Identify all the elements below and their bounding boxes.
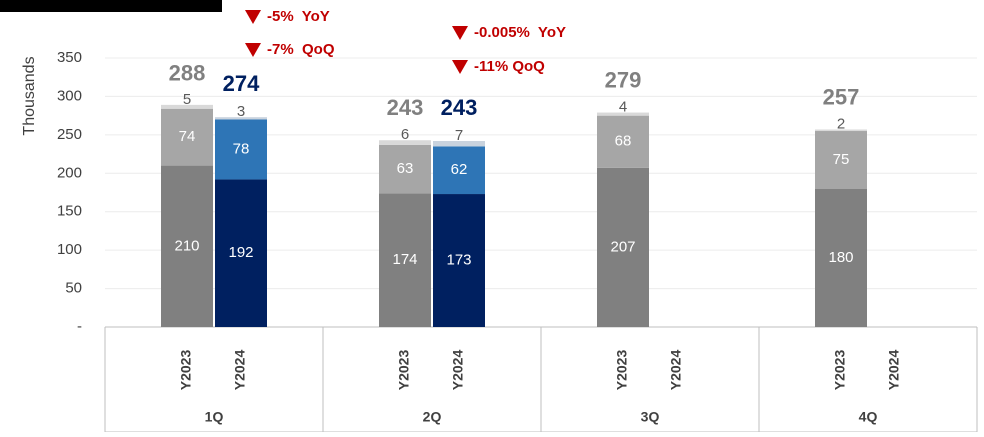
bar-segment bbox=[161, 165, 213, 327]
bar-segment bbox=[433, 141, 485, 147]
data-label: 173 bbox=[446, 251, 471, 268]
down-triangle bbox=[452, 26, 468, 40]
annotation: -5% YoY bbox=[267, 8, 330, 25]
data-label: 7 bbox=[455, 127, 463, 144]
bar-segment bbox=[379, 144, 431, 194]
total-label: 279 bbox=[605, 67, 642, 92]
x-tick-label: Y2023 bbox=[832, 350, 848, 391]
bar-segment bbox=[215, 117, 267, 120]
y-tick-label: 100 bbox=[57, 241, 82, 258]
y-tick-label: 300 bbox=[57, 87, 82, 104]
down-triangle bbox=[452, 60, 468, 74]
data-label: 207 bbox=[610, 238, 635, 255]
bar-segment bbox=[597, 115, 649, 168]
total-label: 288 bbox=[169, 60, 206, 85]
bar-segment bbox=[597, 112, 649, 116]
x-tick-label: Y2024 bbox=[886, 350, 902, 391]
x-tick-label: Y2024 bbox=[668, 350, 684, 391]
data-label: 3 bbox=[237, 103, 245, 120]
data-label: 180 bbox=[828, 249, 853, 266]
annotation: -7% QoQ bbox=[267, 41, 335, 58]
group-label: 1Q bbox=[205, 409, 224, 425]
bar-segment bbox=[215, 179, 267, 327]
group-label: 3Q bbox=[641, 409, 660, 425]
annotation: -0.005% YoY bbox=[474, 24, 566, 41]
bar-segment bbox=[815, 131, 867, 189]
group-label: 4Q bbox=[859, 409, 878, 425]
y-tick-label: 50 bbox=[65, 280, 82, 297]
data-label: 63 bbox=[397, 160, 414, 177]
data-label: 6 bbox=[401, 126, 409, 143]
data-label: 74 bbox=[179, 128, 196, 145]
total-label: 274 bbox=[223, 71, 260, 96]
bar-segment bbox=[433, 194, 485, 327]
total-label: 243 bbox=[441, 95, 478, 120]
bar-segment bbox=[161, 108, 213, 166]
x-tick-label: Y2024 bbox=[232, 350, 248, 391]
bar-segment bbox=[433, 146, 485, 195]
bar-segment bbox=[379, 193, 431, 327]
data-label: 174 bbox=[392, 251, 417, 268]
total-label: 257 bbox=[823, 84, 860, 109]
x-tick-label: Y2024 bbox=[450, 350, 466, 391]
y-tick-label: 200 bbox=[57, 164, 82, 181]
y-tick-label: 150 bbox=[57, 203, 82, 220]
data-label: 75 bbox=[833, 151, 850, 168]
bar-segment bbox=[815, 188, 867, 327]
data-label: 78 bbox=[233, 140, 250, 157]
redacted-box bbox=[0, 0, 222, 12]
x-tick-label: Y2023 bbox=[614, 350, 630, 391]
x-tick-label: Y2023 bbox=[178, 350, 194, 391]
data-label: 210 bbox=[174, 237, 199, 254]
total-label: 243 bbox=[387, 95, 424, 120]
data-label: 68 bbox=[615, 133, 632, 150]
down-triangle bbox=[245, 10, 261, 24]
bar-segment bbox=[379, 140, 431, 145]
data-label: 192 bbox=[228, 244, 253, 261]
bar-segment bbox=[815, 129, 867, 132]
y-tick-label: 250 bbox=[57, 126, 82, 143]
down-triangle bbox=[245, 43, 261, 57]
data-label: 62 bbox=[451, 161, 468, 178]
bar-segment bbox=[597, 167, 649, 327]
y-tick-label: 350 bbox=[57, 49, 82, 66]
bar-segment bbox=[161, 104, 213, 109]
group-label: 2Q bbox=[423, 409, 442, 425]
data-label: 2 bbox=[837, 115, 845, 132]
annotation: -11% QoQ bbox=[474, 58, 545, 75]
data-label: 4 bbox=[619, 99, 627, 116]
y-axis-label: Thousands bbox=[21, 56, 38, 135]
x-tick-label: Y2023 bbox=[396, 350, 412, 391]
bar-segment bbox=[215, 119, 267, 180]
y-tick-label: - bbox=[77, 318, 82, 335]
data-label: 5 bbox=[183, 91, 191, 108]
